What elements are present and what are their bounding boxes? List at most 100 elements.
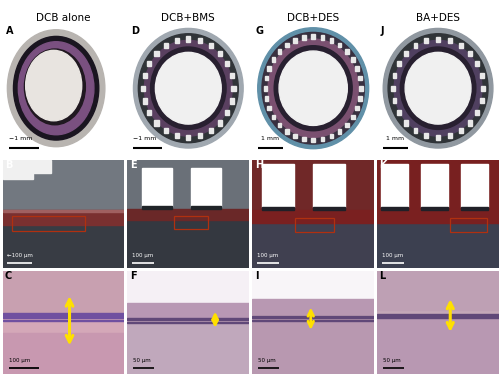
Ellipse shape <box>394 40 482 136</box>
Bar <box>142 206 172 209</box>
Bar <box>414 43 418 48</box>
Bar <box>377 314 499 315</box>
Bar <box>421 164 448 208</box>
Bar <box>461 164 488 208</box>
Bar <box>186 36 190 42</box>
Text: J: J <box>381 26 384 36</box>
Bar <box>450 218 487 232</box>
Text: 100 μm: 100 μm <box>132 253 154 258</box>
Text: 100 μm: 100 μm <box>8 358 30 363</box>
Bar <box>295 218 334 232</box>
Ellipse shape <box>258 28 368 149</box>
Bar <box>128 318 249 320</box>
Ellipse shape <box>134 29 243 148</box>
Text: 100 μm: 100 μm <box>257 253 278 258</box>
Bar <box>225 61 230 66</box>
Bar <box>264 86 268 91</box>
Bar <box>2 159 124 212</box>
Bar <box>358 96 362 101</box>
Text: DCB alone: DCB alone <box>36 13 90 23</box>
Bar <box>381 164 407 208</box>
Bar <box>330 38 333 42</box>
Text: BA+DES: BA+DES <box>416 13 460 23</box>
Bar <box>128 216 249 268</box>
Bar <box>128 322 249 374</box>
Text: 50 μm: 50 μm <box>134 358 151 363</box>
Bar <box>252 316 374 318</box>
Text: 50 μm: 50 μm <box>383 358 401 363</box>
Bar <box>2 159 51 173</box>
Bar <box>458 128 462 133</box>
Bar <box>345 123 348 127</box>
Bar <box>198 133 202 138</box>
Bar <box>264 96 268 101</box>
Bar <box>190 168 221 208</box>
Text: −1 mm: −1 mm <box>134 136 157 141</box>
Ellipse shape <box>388 34 488 143</box>
Bar <box>128 271 249 304</box>
Ellipse shape <box>8 30 105 147</box>
Bar <box>230 73 234 78</box>
Text: −1 mm: −1 mm <box>8 136 32 141</box>
Bar <box>262 164 294 208</box>
Ellipse shape <box>405 52 471 124</box>
Bar <box>252 320 374 321</box>
Bar <box>312 138 315 143</box>
Ellipse shape <box>262 32 364 144</box>
Bar <box>2 209 124 225</box>
Bar <box>351 115 354 119</box>
Bar <box>198 38 202 43</box>
Text: C: C <box>5 271 12 281</box>
Bar <box>397 61 401 66</box>
Ellipse shape <box>18 42 94 135</box>
Text: A: A <box>6 26 14 36</box>
Bar <box>397 110 401 115</box>
Bar <box>128 209 249 220</box>
Bar <box>142 73 147 78</box>
Bar <box>208 128 213 133</box>
Bar <box>285 129 288 133</box>
Bar <box>2 313 124 315</box>
Ellipse shape <box>138 34 238 143</box>
Bar <box>359 86 362 91</box>
Bar <box>414 128 418 133</box>
Bar <box>436 135 440 140</box>
Text: I: I <box>254 271 258 281</box>
Text: K: K <box>380 160 387 170</box>
Bar <box>154 51 158 56</box>
Bar <box>320 137 324 141</box>
Bar <box>404 120 408 126</box>
Ellipse shape <box>14 36 99 140</box>
Bar <box>391 86 395 91</box>
Text: 50 μm: 50 μm <box>258 358 276 363</box>
Bar <box>404 51 408 56</box>
Bar <box>358 76 362 80</box>
Bar <box>436 36 440 42</box>
Bar <box>475 61 479 66</box>
Bar <box>313 164 345 208</box>
Bar <box>252 209 374 223</box>
Bar <box>293 38 297 42</box>
Text: DCB+DES: DCB+DES <box>287 13 340 23</box>
Bar <box>252 299 374 314</box>
Bar <box>262 207 294 209</box>
Bar <box>345 49 348 54</box>
Bar <box>356 106 359 111</box>
Bar <box>2 317 124 318</box>
Bar <box>285 43 288 47</box>
Bar <box>458 43 462 48</box>
Bar <box>174 133 179 138</box>
Bar <box>141 86 146 91</box>
Ellipse shape <box>26 50 82 121</box>
Ellipse shape <box>144 40 232 136</box>
Bar <box>377 317 499 318</box>
Bar <box>377 219 499 268</box>
Bar <box>278 49 281 54</box>
Bar <box>208 43 213 48</box>
Ellipse shape <box>156 52 221 124</box>
Bar <box>481 86 485 91</box>
Bar <box>468 120 472 126</box>
Bar <box>147 110 152 115</box>
Bar <box>252 159 374 212</box>
Bar <box>356 66 359 71</box>
